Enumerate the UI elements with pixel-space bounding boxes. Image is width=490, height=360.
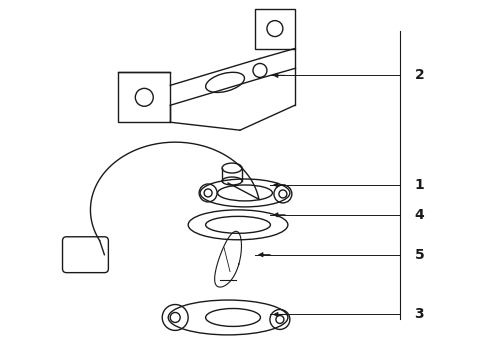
Text: 2: 2 xyxy=(415,68,424,82)
Text: 1: 1 xyxy=(415,178,424,192)
Text: 3: 3 xyxy=(415,307,424,321)
Text: 4: 4 xyxy=(415,208,424,222)
Text: 5: 5 xyxy=(415,248,424,262)
